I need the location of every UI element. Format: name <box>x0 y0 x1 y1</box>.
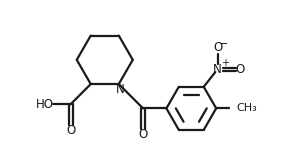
Text: O: O <box>138 128 148 141</box>
Text: O: O <box>236 63 245 76</box>
Text: CH₃: CH₃ <box>237 103 257 113</box>
Text: O: O <box>213 41 222 54</box>
Text: O: O <box>66 124 75 137</box>
Text: +: + <box>221 58 229 68</box>
Text: N: N <box>213 63 222 76</box>
Text: HO: HO <box>36 98 54 111</box>
Text: N: N <box>116 83 125 96</box>
Text: −: − <box>219 39 228 49</box>
